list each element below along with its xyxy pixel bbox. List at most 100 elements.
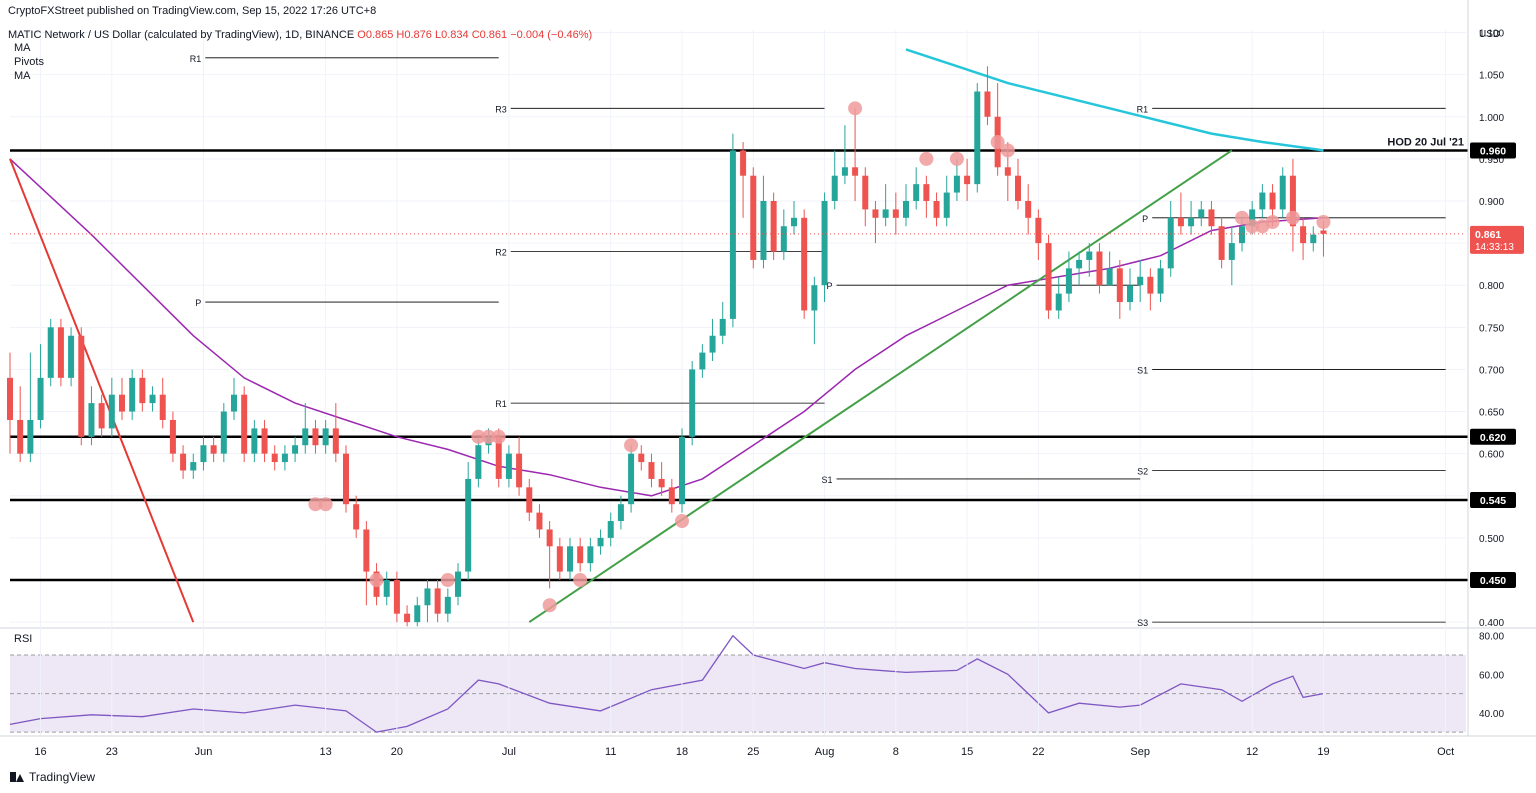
touch-marker (440, 572, 455, 587)
pivot-label: S1 (1137, 365, 1148, 375)
candle-body (811, 285, 818, 311)
candle-body (1137, 276, 1144, 286)
candle-body (434, 588, 441, 614)
level-badge (1470, 142, 1516, 159)
symbol-name[interactable]: MATIC Network / US Dollar (calculated by… (8, 29, 355, 41)
candle-body (281, 453, 288, 463)
time-tick-label: 13 (320, 746, 332, 758)
level-badge-label: 0.545 (1480, 495, 1506, 507)
ohlc-open: O0.865 (357, 29, 394, 41)
candle-body (88, 403, 95, 437)
candle-body (689, 369, 696, 437)
candle-body (1218, 226, 1225, 260)
level-badge (1470, 571, 1516, 588)
touch-marker (542, 598, 557, 613)
candle-body (322, 428, 329, 446)
candle-body (78, 335, 85, 437)
time-tick-label: Oct (1437, 746, 1454, 758)
candle-body (750, 175, 757, 260)
candle-body (57, 327, 64, 378)
indicator-pivots[interactable]: Pivots (14, 56, 44, 68)
pivot-label: R2 (495, 248, 507, 258)
candle-body (343, 453, 349, 505)
candle-body (923, 184, 930, 201)
touch-marker (481, 429, 496, 444)
candle-body (587, 546, 594, 564)
pivot-label: R1 (495, 399, 507, 409)
candle-body (383, 579, 390, 597)
candle-body (1208, 209, 1215, 227)
candle-body (1116, 268, 1123, 303)
price-tick-label: 0.800 (1479, 281, 1504, 292)
time-tick-label: 20 (391, 746, 403, 758)
time-tick-label: 19 (1317, 746, 1329, 758)
candle-body (1198, 209, 1205, 218)
candle-body (292, 445, 299, 454)
candle-body (577, 546, 584, 564)
candle-body (149, 394, 156, 404)
touch-marker (675, 514, 689, 529)
candle-body (567, 546, 573, 572)
candle-body (699, 352, 706, 370)
tradingview-brand: TradingView (29, 770, 96, 784)
candle-body (1300, 226, 1307, 244)
candle-body (658, 478, 665, 488)
candle-body (760, 200, 767, 260)
candle-body (1269, 192, 1276, 210)
currency-label: USD (1479, 29, 1500, 40)
touch-marker (1245, 219, 1260, 234)
rsi-label: RSI (14, 633, 32, 645)
candle-body (1228, 243, 1235, 260)
trendline-up (528, 149, 1233, 623)
candle-body (200, 445, 207, 463)
touch-marker (1285, 210, 1300, 225)
candle-body (1239, 226, 1245, 244)
indicator-ma-2[interactable]: MA (14, 70, 31, 82)
pivot-label: R1 (190, 54, 202, 64)
touch-marker (1316, 215, 1331, 230)
price-tick-label: 0.700 (1479, 365, 1504, 376)
time-tick-label: 18 (676, 746, 688, 758)
symbol-info: MATIC Network / US Dollar (calculated by… (8, 28, 592, 42)
price-tick-label: 0.900 (1479, 197, 1504, 208)
candle-body (903, 200, 909, 218)
candle-body (505, 453, 512, 479)
candle-body (536, 512, 543, 530)
last-price-label: 0.861 (1475, 229, 1501, 241)
candle-body (241, 394, 248, 454)
candle-body (546, 529, 553, 547)
candle-body (108, 394, 115, 429)
candle-body (7, 377, 13, 420)
candle-body (1289, 175, 1296, 227)
candle-body (597, 537, 604, 547)
candle-body (251, 428, 258, 454)
candle-body (953, 175, 960, 193)
candle-body (719, 318, 726, 336)
candle-body (169, 419, 176, 454)
candle-body (190, 462, 197, 471)
time-tick-label: 23 (106, 746, 118, 758)
candle-body (740, 150, 747, 176)
candle-body (180, 453, 187, 471)
candle-body (1106, 268, 1113, 286)
candle-body (495, 436, 502, 479)
candles (7, 66, 1327, 627)
time-tick-label: 16 (34, 746, 46, 758)
price-tick-label: 0.650 (1479, 408, 1504, 419)
tradingview-logo[interactable]: TradingView (10, 770, 95, 784)
candle-body (363, 529, 370, 572)
candle-body (139, 377, 146, 404)
touch-marker (919, 151, 934, 166)
pivot-label: R3 (495, 104, 507, 114)
candle-body (607, 521, 614, 538)
tradingview-logo-icon (10, 772, 24, 782)
time-tick-label: 25 (747, 746, 759, 758)
price-tick-label: 0.950 (1479, 155, 1504, 166)
candle-body (444, 596, 451, 614)
candle-body (1279, 175, 1286, 210)
pivot-label: P (195, 298, 201, 308)
pivot-label: S3 (1137, 618, 1148, 628)
candle-body (1025, 200, 1032, 218)
indicator-ma-1[interactable]: MA (14, 42, 31, 54)
